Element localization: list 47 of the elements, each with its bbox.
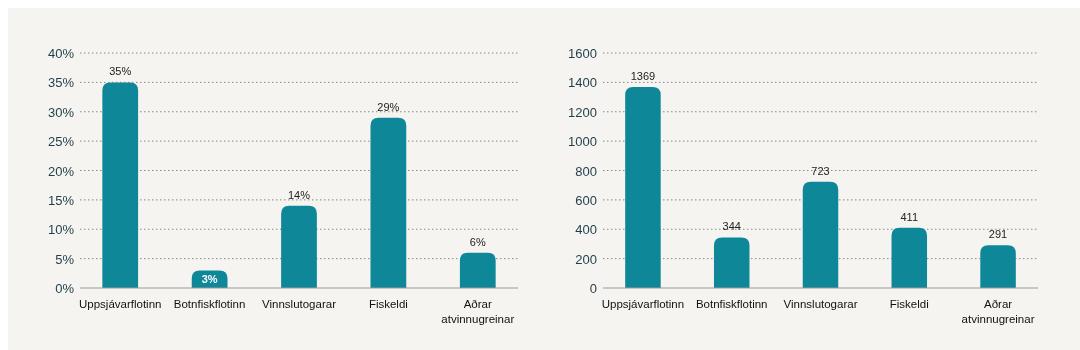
- y-tick-label: 1200: [568, 104, 597, 120]
- data-label: 6%: [469, 235, 486, 248]
- data-label: 344: [722, 220, 741, 233]
- data-label: 723: [811, 164, 830, 177]
- data-label: 14%: [287, 188, 311, 201]
- x-tick-label: Uppsjávarflotinn: [601, 298, 685, 310]
- data-label: 29%: [377, 100, 400, 113]
- y-tick-label: 800: [575, 163, 597, 179]
- y-tick-label: 1000: [568, 134, 597, 150]
- y-tick-label: 0%: [55, 281, 75, 296]
- bar: [281, 205, 317, 288]
- y-tick-label: 25%: [47, 134, 75, 150]
- y-tick-label: 15%: [47, 192, 75, 208]
- bar: [102, 82, 139, 288]
- data-label: 411: [900, 210, 919, 223]
- y-tick-label: 1600: [568, 46, 597, 61]
- x-tick-label: Fiskeldi: [889, 298, 929, 310]
- y-tick-label: 10%: [47, 222, 75, 238]
- data-label: 291: [988, 228, 1008, 241]
- x-tick-label: Botnfiskflotinn: [173, 298, 246, 310]
- y-tick-label: 30%: [47, 104, 75, 120]
- x-tick-label: Fiskeldi: [368, 298, 408, 310]
- bar: [980, 245, 1016, 288]
- y-tick-label: 1400: [568, 75, 597, 91]
- x-tick-label: Vinnslutogarar: [262, 298, 337, 310]
- bar: [802, 181, 839, 288]
- bar: [459, 252, 496, 288]
- bar: [713, 237, 750, 288]
- data-label: 3%: [201, 273, 218, 286]
- x-tick-label: Uppsjávarflotinn: [78, 298, 162, 310]
- x-tick-label: Botnfiskflotinn: [695, 298, 768, 310]
- y-tick-label: 600: [575, 192, 597, 208]
- bar: [891, 227, 928, 288]
- bar: [370, 117, 407, 288]
- y-tick-label: 0: [589, 281, 597, 296]
- data-label: 35%: [109, 65, 132, 78]
- data-label: 1369: [630, 69, 656, 82]
- y-tick-label: 40%: [47, 46, 75, 61]
- y-tick-label: 20%: [47, 163, 75, 179]
- y-tick-label: 200: [575, 251, 597, 267]
- x-tick-label: Vinnslutogarar: [783, 298, 858, 310]
- x-tick-label: Aðrar atvinnugreinar: [441, 298, 515, 325]
- y-tick-label: 400: [575, 222, 597, 238]
- bar: [625, 86, 661, 288]
- y-tick-label: 5%: [55, 251, 75, 267]
- y-tick-label: 35%: [47, 75, 75, 91]
- x-tick-label: Aðrar atvinnugreinar: [961, 298, 1035, 325]
